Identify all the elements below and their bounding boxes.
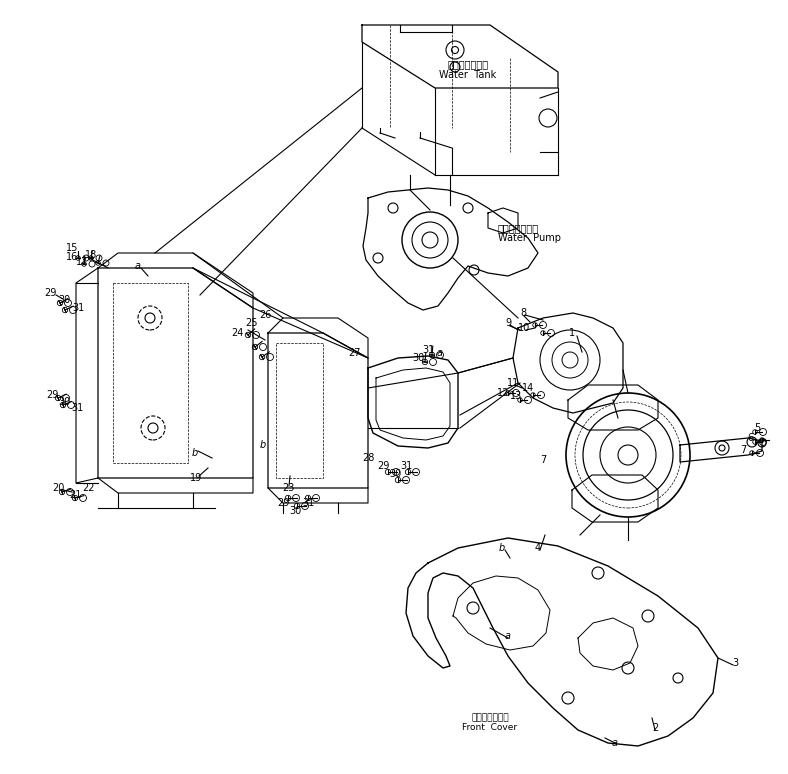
Text: 3: 3: [732, 658, 738, 668]
Text: 30: 30: [412, 353, 424, 363]
Text: 31: 31: [400, 461, 412, 471]
Text: 17: 17: [76, 257, 88, 267]
Text: 31: 31: [302, 498, 314, 508]
Text: 30: 30: [388, 469, 401, 479]
Text: 29: 29: [377, 461, 389, 471]
Text: 13: 13: [510, 391, 522, 401]
Text: 31: 31: [72, 303, 84, 313]
Text: 7: 7: [740, 445, 746, 455]
Text: Water  Pump: Water Pump: [498, 233, 561, 243]
Text: 18: 18: [85, 250, 97, 260]
Text: 7: 7: [540, 455, 546, 465]
Text: b: b: [499, 543, 505, 553]
Text: 16: 16: [66, 252, 78, 262]
Text: b: b: [260, 440, 266, 450]
Text: 30: 30: [58, 397, 70, 407]
Text: Front  Cover: Front Cover: [463, 724, 518, 732]
Text: 24: 24: [231, 328, 243, 338]
Text: a: a: [505, 631, 511, 641]
Text: 4: 4: [535, 543, 541, 553]
Text: 6: 6: [747, 433, 753, 443]
Text: 9: 9: [505, 318, 511, 328]
Text: 29: 29: [46, 390, 58, 400]
Text: 30: 30: [289, 506, 301, 516]
Text: 22: 22: [83, 483, 95, 493]
Text: 5: 5: [754, 423, 760, 433]
Text: 30: 30: [58, 295, 70, 305]
Text: b: b: [191, 448, 198, 458]
Text: 31: 31: [422, 345, 434, 355]
Text: 28: 28: [362, 453, 374, 463]
Text: 26: 26: [258, 310, 271, 320]
Text: 10: 10: [518, 323, 530, 333]
Text: 19: 19: [190, 473, 203, 483]
Text: 23: 23: [282, 483, 294, 493]
Text: 1: 1: [569, 328, 575, 338]
Text: フロントカバー: フロントカバー: [471, 714, 509, 722]
Text: 21: 21: [69, 490, 81, 500]
Text: 14: 14: [522, 383, 534, 393]
Text: a: a: [437, 348, 443, 358]
Text: 29: 29: [44, 288, 56, 298]
Text: ウォータポンプ: ウォータポンプ: [498, 223, 539, 233]
Text: 2: 2: [652, 723, 658, 733]
Text: ウォータタンク: ウォータタンク: [448, 59, 489, 69]
Text: 27: 27: [349, 348, 361, 358]
Text: 29: 29: [277, 498, 289, 508]
Text: 15: 15: [66, 243, 78, 253]
Text: 8: 8: [520, 308, 526, 318]
Text: a: a: [135, 261, 141, 271]
Text: 25: 25: [246, 318, 258, 328]
Text: 11: 11: [507, 378, 519, 388]
Text: a: a: [612, 738, 618, 748]
Text: 31: 31: [71, 403, 83, 413]
Text: 20: 20: [52, 483, 64, 493]
Text: 12: 12: [496, 388, 509, 398]
Text: Water  Tank: Water Tank: [440, 70, 496, 80]
